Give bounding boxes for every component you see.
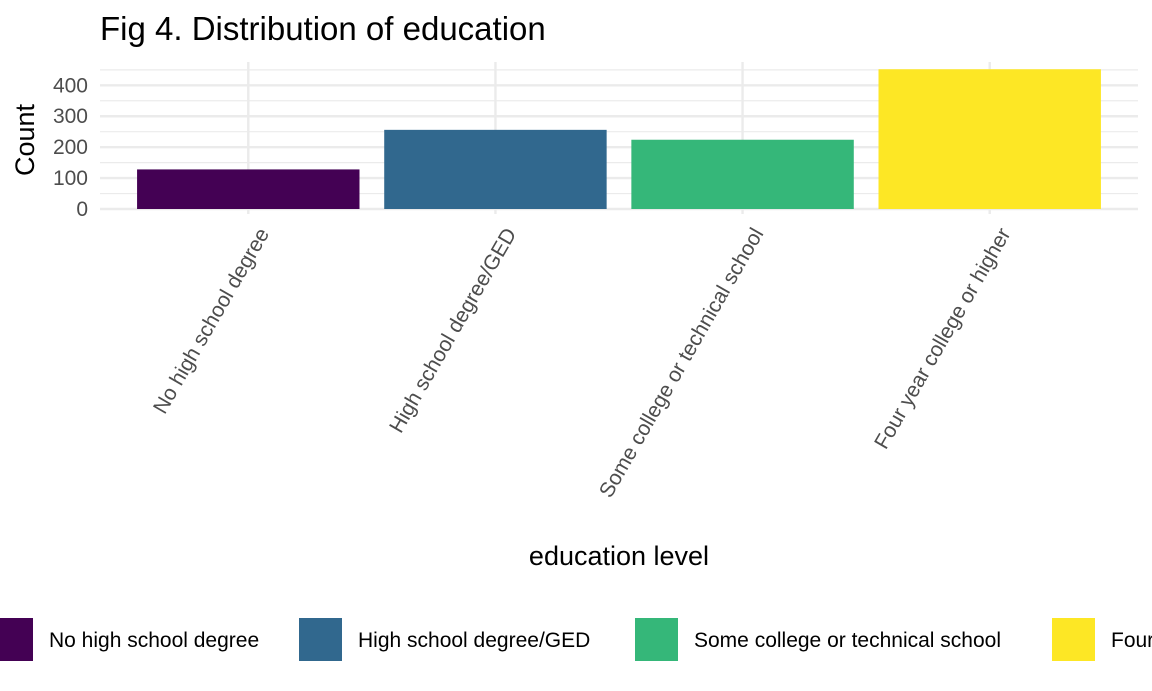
y-axis-ticks: 0 100 200 300 400 — [53, 74, 88, 221]
y-axis-title: Count — [10, 103, 40, 176]
bars — [137, 69, 1101, 209]
legend-key — [0, 618, 33, 661]
y-tick-label: 200 — [53, 136, 88, 159]
legend-key — [299, 618, 342, 661]
legend-key — [635, 618, 678, 661]
x-tick-label: No high school degree — [149, 224, 274, 418]
legend: No high school degree High school degree/… — [0, 618, 1152, 661]
y-tick-label: 400 — [53, 74, 88, 97]
x-tick-label: Some college or technical school — [595, 224, 768, 501]
y-tick-label: 300 — [53, 105, 88, 128]
x-tick-label: High school degree/GED — [385, 224, 521, 437]
y-tick-label: 100 — [53, 167, 88, 190]
legend-label: Four year college or higher — [1111, 629, 1152, 652]
legend-label: No high school degree — [49, 629, 259, 652]
bar — [137, 169, 360, 209]
chart-title: Fig 4. Distribution of education — [100, 10, 546, 47]
bar — [384, 129, 607, 209]
x-axis-ticks: No high school degree High school degree/… — [149, 224, 1015, 501]
legend-label: High school degree/GED — [358, 629, 590, 652]
x-axis-title: education level — [529, 541, 709, 571]
bar — [878, 69, 1101, 209]
legend-key — [1052, 618, 1095, 661]
x-tick-label: Four year college or higher — [870, 224, 1015, 453]
legend-label: Some college or technical school — [694, 629, 1001, 652]
y-tick-label: 0 — [76, 198, 88, 221]
bar — [631, 139, 854, 209]
